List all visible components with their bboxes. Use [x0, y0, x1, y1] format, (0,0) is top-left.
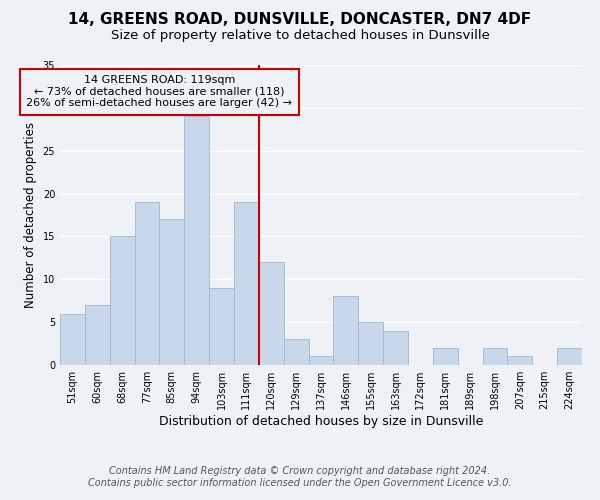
Bar: [184, 116, 209, 365]
Bar: [358, 322, 383, 365]
Bar: [60, 314, 85, 365]
Bar: [284, 340, 308, 365]
Y-axis label: Number of detached properties: Number of detached properties: [24, 122, 37, 308]
X-axis label: Distribution of detached houses by size in Dunsville: Distribution of detached houses by size …: [159, 415, 483, 428]
Bar: [482, 348, 508, 365]
Bar: [110, 236, 134, 365]
Bar: [557, 348, 582, 365]
Text: 14 GREENS ROAD: 119sqm
← 73% of detached houses are smaller (118)
26% of semi-de: 14 GREENS ROAD: 119sqm ← 73% of detached…: [26, 76, 292, 108]
Bar: [134, 202, 160, 365]
Text: Contains HM Land Registry data © Crown copyright and database right 2024.
Contai: Contains HM Land Registry data © Crown c…: [88, 466, 512, 487]
Bar: [209, 288, 234, 365]
Bar: [308, 356, 334, 365]
Text: 14, GREENS ROAD, DUNSVILLE, DONCASTER, DN7 4DF: 14, GREENS ROAD, DUNSVILLE, DONCASTER, D…: [68, 12, 532, 28]
Bar: [383, 330, 408, 365]
Bar: [160, 220, 184, 365]
Bar: [234, 202, 259, 365]
Bar: [334, 296, 358, 365]
Bar: [85, 305, 110, 365]
Bar: [259, 262, 284, 365]
Text: Size of property relative to detached houses in Dunsville: Size of property relative to detached ho…: [110, 29, 490, 42]
Bar: [433, 348, 458, 365]
Bar: [508, 356, 532, 365]
